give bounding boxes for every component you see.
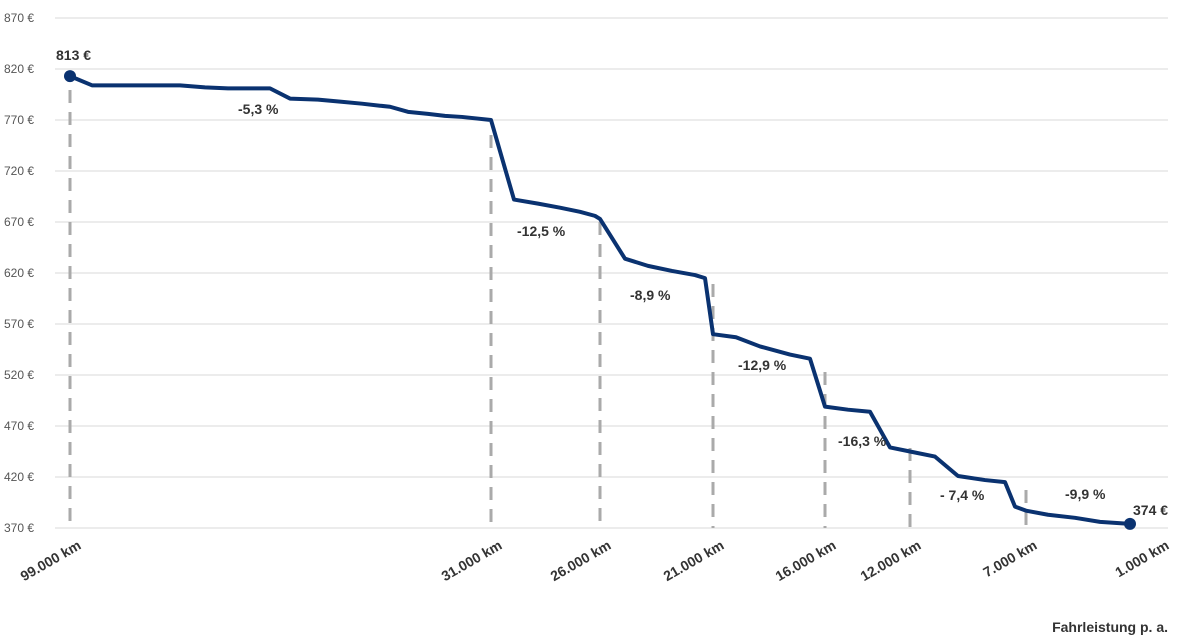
- x-tick-label: 1.000 km: [1112, 537, 1171, 580]
- y-tick-label: 720 €: [4, 164, 34, 178]
- end-point-marker: [1124, 517, 1136, 530]
- price-line: [68, 74, 1132, 526]
- x-tick-label: 7.000 km: [980, 537, 1039, 580]
- y-tick-label: 570 €: [4, 317, 34, 331]
- segment-change-labels: -5,3 % -12,5 % -8,9 % -12,9 % -16,3 % - 7,4 %…: [238, 101, 1106, 503]
- x-tick-label: 12.000 km: [858, 537, 924, 584]
- segment-change-label: -12,5 %: [517, 223, 566, 239]
- x-tick-label: 16.000 km: [773, 537, 839, 584]
- y-tick-label: 520 €: [4, 368, 34, 382]
- price-line-series: [64, 70, 1136, 530]
- end-value-label: 374 €: [1133, 502, 1168, 518]
- segment-change-label: -8,9 %: [630, 287, 671, 303]
- x-tick-label: 26.000 km: [548, 537, 614, 584]
- y-tick-label: 870 €: [4, 11, 34, 25]
- segment-change-label: -12,9 %: [738, 357, 787, 373]
- x-tick-label: 31.000 km: [439, 537, 505, 584]
- x-tick-label: 21.000 km: [661, 537, 727, 584]
- x-axis-label: Fahrleistung p. a.: [1052, 619, 1168, 635]
- y-axis-ticks: 870 € 820 € 770 € 720 € 670 € 620 € 570 € 520 €…: [4, 11, 34, 535]
- y-tick-label: 820 €: [4, 62, 34, 76]
- segment-change-label: - 7,4 %: [940, 487, 985, 503]
- y-tick-label: 420 €: [4, 470, 34, 484]
- y-tick-label: 770 €: [4, 113, 34, 127]
- segment-change-label: -16,3 %: [838, 433, 887, 449]
- segment-change-label: -9,9 %: [1065, 486, 1106, 502]
- category-dashed-lines: [68, 90, 1028, 528]
- y-gridlines: [55, 17, 1168, 529]
- start-value-label: 813 €: [56, 47, 91, 63]
- x-axis-ticks: 99.000 km 31.000 km 26.000 km 21.000 km 16.0…: [18, 537, 1172, 584]
- y-tick-label: 620 €: [4, 266, 34, 280]
- segment-change-label: -5,3 %: [238, 101, 279, 117]
- start-point-marker: [64, 70, 76, 83]
- x-tick-label: 99.000 km: [18, 537, 84, 584]
- y-tick-label: 470 €: [4, 419, 34, 433]
- y-tick-label: 370 €: [4, 521, 34, 535]
- y-tick-label: 670 €: [4, 215, 34, 229]
